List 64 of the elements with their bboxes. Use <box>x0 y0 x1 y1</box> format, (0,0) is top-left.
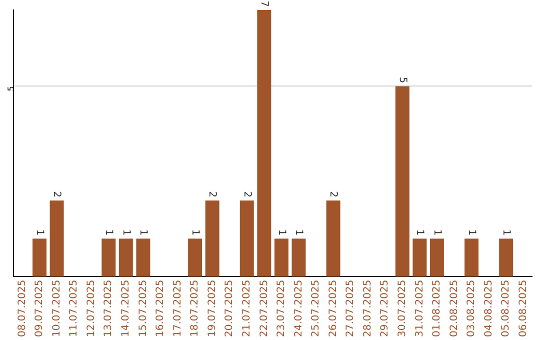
data-label: 5 <box>396 76 408 84</box>
x-tick-label: 05.08.2025 <box>500 280 512 338</box>
x-tick-label: 23.07.2025 <box>276 280 288 338</box>
x-tick-label: 21.07.2025 <box>241 280 252 338</box>
x-tick-label: 14.07.2025 <box>120 280 132 338</box>
data-label: 1 <box>138 229 149 236</box>
x-tick-label: 28.07.2025 <box>362 280 374 338</box>
bar <box>464 238 479 277</box>
bar <box>188 238 202 277</box>
x-tick-label: 26.07.2025 <box>328 280 339 338</box>
x-tick-label: 30.07.2025 <box>396 280 408 338</box>
data-label: 1 <box>120 229 132 236</box>
bar <box>274 238 288 277</box>
data-label: 1 <box>276 229 287 236</box>
x-tick-label: 17.07.2025 <box>172 280 184 338</box>
bar <box>430 238 444 277</box>
bar <box>50 200 64 277</box>
bar <box>102 238 116 277</box>
x-tick-label: 27.07.2025 <box>345 280 356 338</box>
x-tick-label: 03.08.2025 <box>466 280 478 338</box>
data-label: 1 <box>293 229 304 236</box>
bar <box>32 238 47 277</box>
data-label: 1 <box>414 229 426 236</box>
data-label: 1 <box>500 229 512 236</box>
x-tick-label: 29.07.2025 <box>380 280 391 338</box>
data-label: 2 <box>328 191 339 198</box>
x-tick-label: 18.07.2025 <box>190 280 201 338</box>
data-label: 1 <box>103 229 114 236</box>
x-tick-label: 24.07.2025 <box>293 280 304 338</box>
x-tick-label: 12.07.2025 <box>86 280 97 338</box>
bar <box>118 238 133 277</box>
x-tick-label: 09.07.2025 <box>34 280 46 338</box>
data-label: 1 <box>189 229 200 236</box>
bar <box>326 200 340 277</box>
data-label: 2 <box>206 191 218 198</box>
x-tick-label: 25.07.2025 <box>310 280 322 338</box>
x-tick-label: 06.08.2025 <box>518 280 529 338</box>
x-tick-label: 13.07.2025 <box>103 280 114 338</box>
x-tick-label: 01.08.2025 <box>432 280 443 338</box>
bar <box>412 238 427 277</box>
bar <box>292 238 306 277</box>
x-tick-label: 04.08.2025 <box>483 280 494 338</box>
x-tick-label: 15.07.2025 <box>138 280 149 338</box>
bar <box>499 238 514 277</box>
data-label: 1 <box>466 229 477 236</box>
x-tick-label: 20.07.2025 <box>224 280 236 338</box>
x-tick-label: 08.07.2025 <box>16 280 28 338</box>
x-tick-label: 02.08.2025 <box>448 280 460 338</box>
x-tick-label: 16.07.2025 <box>155 280 166 338</box>
data-label: 1 <box>34 229 45 236</box>
bar <box>395 86 410 277</box>
bar <box>257 10 272 277</box>
data-label: 2 <box>241 191 252 198</box>
x-tick-label: 11.07.2025 <box>68 280 80 338</box>
x-tick-label: 10.07.2025 <box>51 280 62 338</box>
bar <box>136 238 150 277</box>
data-label: 2 <box>51 191 62 198</box>
x-tick-label: 31.07.2025 <box>414 280 426 338</box>
x-tick-label: 22.07.2025 <box>258 280 270 338</box>
data-label: 1 <box>431 229 442 236</box>
data-label: 7 <box>258 0 270 7</box>
bar <box>205 200 220 277</box>
x-tick-label: 19.07.2025 <box>206 280 218 338</box>
bar <box>240 200 254 277</box>
